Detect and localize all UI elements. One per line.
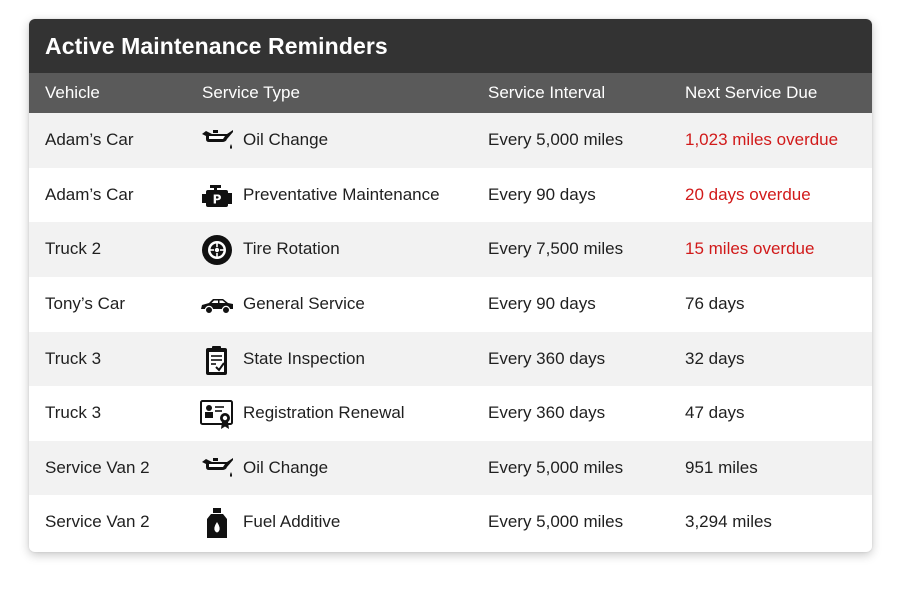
- service-interval-cell: Every 90 days: [488, 184, 596, 204]
- engine-icon: P: [200, 180, 234, 212]
- next-service-due-cell: 951 miles: [685, 457, 758, 477]
- column-header-service-interval[interactable]: Service Interval: [488, 83, 606, 102]
- vehicle-cell: Adam’s Car: [45, 184, 134, 204]
- service-interval-cell: Every 5,000 miles: [488, 457, 624, 477]
- vehicle-cell: Service Van 2: [45, 457, 150, 477]
- vehicle-cell: Truck 2: [45, 239, 102, 259]
- registration-card-icon: [200, 398, 234, 430]
- service-interval-cell: Every 360 days: [488, 348, 606, 368]
- next-service-due-cell: 47 days: [685, 403, 745, 423]
- clipboard-check-icon: [200, 344, 234, 376]
- table-row[interactable]: Truck 3 Registration Renewal Every 360 day…: [29, 386, 872, 441]
- next-service-due-overdue: 15 miles overdue: [685, 239, 815, 259]
- vehicle-cell: Tony’s Car: [45, 293, 125, 313]
- vehicle-cell: Adam’s Car: [45, 130, 134, 149]
- table-row[interactable]: Truck 3 State Inspection Every 360 days 32 …: [29, 331, 872, 387]
- table-row[interactable]: Tony’s Car General Service Every 90 days 76…: [29, 276, 872, 332]
- next-service-due-cell: 76 days: [685, 293, 745, 313]
- service-type-cell: Tire Rotation: [243, 239, 340, 259]
- next-service-due-cell: 3,294 miles: [685, 512, 772, 532]
- table-row[interactable]: Truck 2 Tire Rotation Every 7,500 miles 15 …: [29, 222, 872, 277]
- service-interval-cell: Every 5,000 miles: [488, 512, 624, 532]
- table-row[interactable]: Service Van 2 Fuel Additive Every 5,000 mi…: [29, 495, 872, 550]
- service-type-cell: Oil Change: [243, 457, 329, 477]
- table-row[interactable]: Service Van 2 Oil Change Every 5,000 miles…: [29, 440, 872, 496]
- service-type-cell: Fuel Additive: [243, 512, 341, 532]
- vehicle-cell: Truck 3: [45, 348, 102, 368]
- column-header-service-type[interactable]: Service Type: [202, 83, 300, 102]
- service-type-cell: State Inspection: [243, 348, 365, 368]
- table-row[interactable]: Adam’s Car Oil Change Every 5,000 miles 1,0…: [29, 113, 872, 168]
- next-service-due-cell: 32 days: [685, 348, 745, 368]
- oil-can-icon: [200, 453, 234, 485]
- table-header: Vehicle Service Type Service Interval Ne…: [29, 73, 872, 113]
- service-interval-cell: Every 7,500 miles: [488, 239, 624, 259]
- maintenance-reminders-card: Active Maintenance Reminders Vehicle Ser…: [29, 19, 872, 552]
- service-type-cell: Preventative Maintenance: [243, 184, 440, 204]
- table-body: Adam’s Car Oil Change Every 5,000 miles 1,0…: [29, 113, 872, 550]
- column-header-vehicle[interactable]: Vehicle: [45, 83, 100, 102]
- service-type-cell: Registration Renewal: [243, 403, 405, 423]
- table-row[interactable]: Adam’s Car P Preventative Maintenance Every…: [29, 167, 872, 223]
- next-service-due-overdue: 1,023 miles overdue: [685, 130, 839, 149]
- service-interval-cell: Every 90 days: [488, 293, 596, 313]
- vehicle-cell: Service Van 2: [45, 512, 150, 532]
- next-service-due-overdue: 20 days overdue: [685, 184, 811, 204]
- service-type-cell: Oil Change: [243, 130, 329, 149]
- vehicle-cell: Truck 3: [45, 403, 102, 423]
- tire-icon: [200, 234, 234, 266]
- column-header-next-service-due[interactable]: Next Service Due: [685, 83, 818, 102]
- service-type-cell: General Service: [243, 293, 365, 313]
- service-interval-cell: Every 360 days: [488, 403, 606, 423]
- fuel-bottle-icon: [200, 507, 234, 539]
- service-interval-cell: Every 5,000 miles: [488, 130, 624, 149]
- card-title: Active Maintenance Reminders: [29, 19, 872, 73]
- car-icon: [200, 289, 234, 321]
- svg-text:P: P: [213, 192, 222, 206]
- oil-can-icon: [200, 125, 234, 157]
